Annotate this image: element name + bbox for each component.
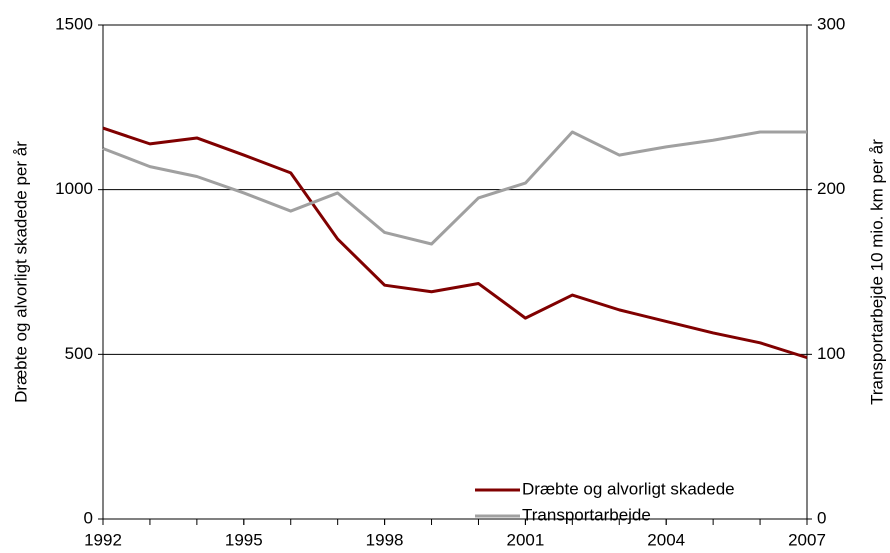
x-tick-label: 2001 — [506, 530, 544, 549]
y2-tick-label: 300 — [817, 14, 845, 33]
y-tick-label: 1000 — [55, 179, 93, 198]
y2-tick-label: 100 — [817, 344, 845, 363]
y-tick-label: 0 — [84, 508, 93, 527]
x-tick-label: 1995 — [225, 530, 263, 549]
legend-label: Dræbte og alvorligt skadede — [522, 479, 735, 498]
series-line — [102, 126, 808, 360]
x-tick-label: 2004 — [647, 530, 685, 549]
x-tick-label: 1998 — [366, 530, 404, 549]
y-tick-label: 500 — [65, 344, 93, 363]
legend-label: Transportarbejde — [522, 505, 651, 524]
x-tick-label: 2007 — [788, 530, 826, 549]
y2-tick-label: 200 — [817, 179, 845, 198]
y-tick-label: 1500 — [55, 14, 93, 33]
y2-tick-label: 0 — [817, 508, 826, 527]
y-axis-label: Dræbte og alvorligt skadede per år — [11, 141, 30, 403]
x-tick-label: 1992 — [84, 530, 122, 549]
series-line — [102, 130, 807, 246]
y2-axis-label: Transportarbejde 10 mio. km per år — [867, 139, 886, 405]
